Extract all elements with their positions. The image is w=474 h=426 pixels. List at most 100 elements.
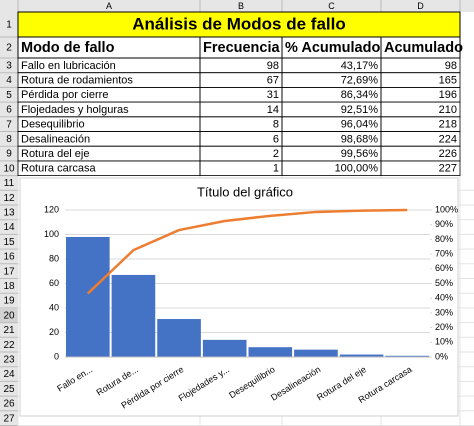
cell-text: 43,17% (341, 60, 379, 72)
cell-text: 226 (439, 148, 457, 160)
row-header: 4 (6, 75, 12, 86)
y2-tick-label: 70% (435, 248, 453, 258)
cell-text: 14 (267, 104, 279, 116)
row-header: 1 (6, 20, 12, 31)
cell-text: 224 (439, 133, 457, 145)
bar (339, 354, 384, 357)
cell-text: 6 (273, 133, 279, 145)
row-header: 9 (6, 149, 12, 160)
y2-tick-label: 100% (435, 204, 458, 214)
cell-text: 165 (439, 74, 457, 86)
row-header: 21 (3, 325, 15, 336)
y2-tick-label: 30% (435, 307, 453, 317)
row-header: 17 (3, 266, 15, 277)
cell-text: Flojedades y holguras (21, 104, 129, 116)
row-header: 13 (3, 207, 15, 218)
cell-text: Desalineación (21, 133, 90, 145)
row-header: 24 (3, 369, 15, 380)
y2-tick-label: 20% (435, 322, 453, 332)
cell-text: Pérdida por cierre (21, 89, 108, 101)
y-tick-label: 120 (44, 204, 59, 214)
bar (385, 355, 429, 357)
cell-text: Rotura de rodamientos (21, 74, 133, 86)
cell-text: Fallo en lubricación (21, 60, 116, 72)
row-header: 10 (3, 163, 15, 174)
cell-text: 1 (273, 163, 279, 175)
y-tick-label: 20 (49, 327, 59, 337)
cell-text: 31 (267, 89, 279, 101)
row-header: 16 (3, 252, 15, 263)
row-header: 26 (3, 399, 15, 410)
cell-text: 67 (267, 74, 279, 86)
y-tick-label: 40 (49, 302, 59, 312)
header-text: % Acumulado (285, 40, 380, 56)
column-header: B (238, 1, 244, 11)
selected-row-header (0, 307, 18, 323)
cell (380, 160, 461, 176)
header-text: Frecuencia (203, 40, 280, 56)
row-header: 20 (3, 310, 15, 321)
y2-tick-label: 90% (435, 219, 453, 229)
bar (66, 236, 110, 357)
row-header: 14 (3, 222, 15, 233)
row-header: 3 (6, 60, 12, 71)
cell-text: 98,68% (341, 133, 379, 145)
bar (294, 349, 338, 357)
column-header: D (417, 1, 424, 11)
column-header: A (106, 1, 112, 11)
row-header: 6 (6, 105, 12, 116)
row-header: 25 (3, 384, 15, 395)
row-header: 5 (6, 90, 12, 101)
cell-text: 92,51% (341, 104, 379, 116)
y2-tick-label: 50% (435, 278, 453, 288)
chart-title: Título del gráfico (197, 184, 293, 199)
row-header: 19 (3, 296, 15, 307)
y-tick-label: 80 (49, 253, 59, 263)
y-tick-label: 0 (54, 351, 59, 361)
row-header: 15 (3, 237, 15, 248)
y-tick-label: 60 (49, 278, 59, 288)
cell-text: Rotura carcasa (21, 163, 96, 175)
row-header: 22 (3, 340, 15, 351)
bar (111, 274, 156, 357)
column-header: C (328, 1, 335, 11)
y2-tick-label: 40% (435, 293, 453, 303)
cell-text: 72,69% (341, 74, 379, 86)
bar (202, 339, 247, 357)
y2-tick-label: 0% (435, 351, 448, 361)
y2-tick-label: 10% (435, 337, 453, 347)
cell-text: 98 (267, 60, 279, 72)
row-header: 23 (3, 354, 15, 365)
y2-tick-label: 80% (435, 234, 453, 244)
row-header: 8 (6, 134, 12, 145)
cell-text: 99,56% (341, 148, 379, 160)
row-header: 18 (3, 281, 15, 292)
row-header: 12 (3, 193, 15, 204)
y-tick-label: 100 (44, 229, 59, 239)
column-header-bar (0, 0, 474, 12)
cell-text: 196 (439, 89, 457, 101)
y2-tick-label: 60% (435, 263, 453, 273)
row-header: 11 (4, 178, 15, 189)
cell-text: 8 (273, 119, 279, 131)
title-cell (17, 11, 461, 38)
row-header: 27 (3, 413, 15, 424)
cell-text: 210 (439, 104, 457, 116)
row-header: 7 (6, 119, 12, 130)
cell-text: Rotura del eje (21, 148, 90, 160)
line (86, 208, 408, 295)
bar (157, 319, 201, 357)
cell-text: 98 (445, 60, 457, 72)
cell-text: Desequilibrio (21, 119, 85, 131)
bar (248, 347, 293, 357)
table-title: Análisis de Modos de fallo (132, 14, 345, 33)
cell-text: 86,34% (341, 89, 379, 101)
header-text: Modo de fallo (21, 40, 115, 56)
header-text: Acumulado (384, 40, 463, 56)
row-header: 2 (6, 43, 12, 54)
cell-text: 100,00% (335, 163, 379, 175)
cell-text: 2 (273, 148, 279, 160)
cell-text: 227 (439, 163, 457, 175)
cell-text: 218 (439, 119, 457, 131)
